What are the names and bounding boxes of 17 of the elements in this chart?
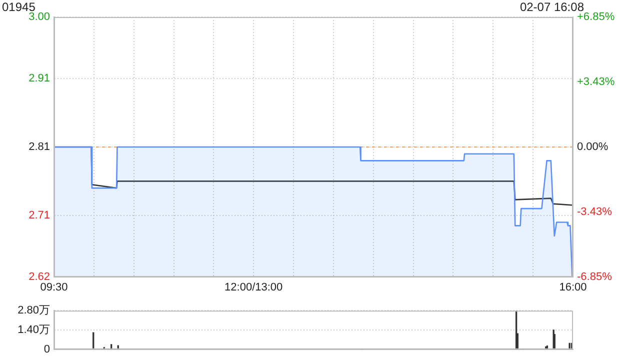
- x-tick-label: 12:00/13:00: [224, 282, 283, 294]
- x-tick-label: 16:00: [559, 282, 587, 294]
- y-tick-label: 0: [44, 343, 50, 356]
- chart-subtitle: 02-07 16:08: [520, 0, 584, 14]
- y-tick-label: 1.40万: [18, 324, 50, 336]
- y-tick-label: 2.71: [28, 209, 50, 222]
- y2-tick-label: +6.85%: [577, 11, 615, 24]
- y2-tick-label: +3.43%: [577, 76, 615, 88]
- y-tick-label: 2.62: [28, 271, 50, 284]
- y-tick-label: 3.00: [28, 11, 50, 24]
- x-tick-label: 09:30: [40, 282, 68, 294]
- y2-tick-label: 0.00%: [577, 141, 608, 154]
- y2-tick-label: -6.85%: [577, 271, 612, 284]
- y-tick-label: 2.81: [28, 141, 50, 154]
- y-tick-label: 2.91: [28, 72, 50, 85]
- y2-tick-label: -3.43%: [577, 206, 612, 218]
- y-tick-label: 2.80万: [18, 304, 50, 317]
